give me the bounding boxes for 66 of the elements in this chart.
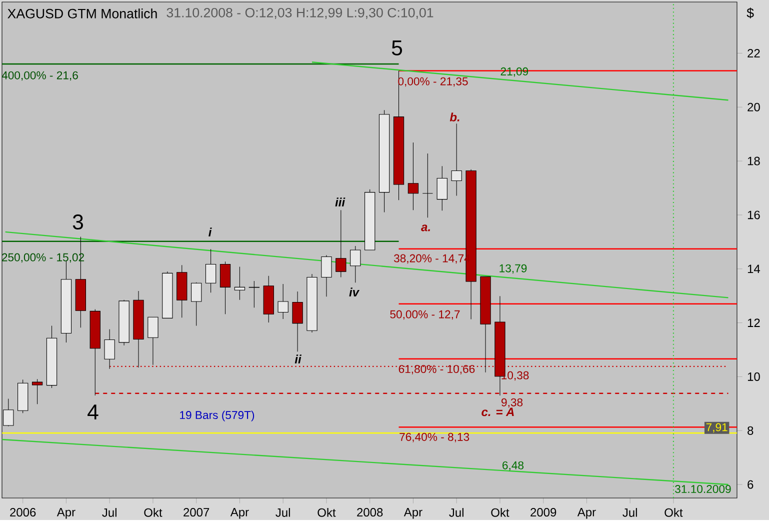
- annotation: 50,00% - 12,7: [390, 310, 460, 320]
- candlestick: [148, 316, 158, 365]
- candlestick: [220, 261, 231, 314]
- candlestick: [234, 266, 246, 300]
- candlestick: [205, 248, 216, 293]
- annotation: iv: [349, 288, 360, 296]
- annotation: 6,48: [502, 461, 524, 471]
- x-tick-label: Apr: [577, 508, 596, 519]
- y-tick-label: 16: [748, 210, 760, 220]
- candlestick: [336, 210, 346, 278]
- x-tick-label: Okt: [664, 508, 683, 517]
- annotation: 31.10.2009: [675, 484, 731, 493]
- y-tick-label: 10: [748, 372, 760, 381]
- y-tick-label: 8: [748, 426, 754, 435]
- annotation: 4: [88, 404, 98, 420]
- y-tick-label: 12: [748, 318, 760, 327]
- annotation: a.: [421, 224, 430, 232]
- y-tick-label: 6: [748, 480, 754, 489]
- annotation: 76,40% - 8,13: [400, 432, 470, 442]
- annotation: 3: [72, 214, 83, 230]
- chart-subtitle: 31.10.2008 - O:12,03 H:12,99 L:9,30 C:10,01: [166, 8, 434, 19]
- annotation: ii: [294, 354, 302, 364]
- x-tick-label: 2008: [357, 508, 383, 516]
- y-axis-title: $: [746, 7, 754, 18]
- candlestick: [191, 282, 202, 326]
- x-tick-label: Jul: [276, 508, 290, 517]
- candlestick: [408, 142, 419, 210]
- annotation: 19 Bars (579T): [180, 410, 254, 422]
- y-tick-label: 14: [748, 264, 760, 273]
- annotation: 9,38: [502, 398, 523, 408]
- x-tick-label: Okt: [491, 508, 510, 517]
- x-tick-label: Apr: [56, 508, 76, 519]
- candlestick: [321, 254, 332, 297]
- x-tick-label: 2009: [530, 508, 556, 516]
- candlestick: [436, 166, 448, 211]
- x-tick-label: Jul: [102, 508, 116, 517]
- candlestick: [422, 153, 433, 218]
- annotation: 5: [392, 40, 402, 56]
- y-tick-label: 22: [748, 48, 760, 58]
- candlestick: [451, 123, 462, 196]
- annotation: c. = A: [482, 408, 514, 416]
- annotation: b.: [450, 112, 460, 122]
- candlestick: [248, 280, 260, 308]
- y-tick-label: 20: [748, 102, 760, 112]
- annotation: 10,38: [502, 371, 529, 381]
- candlestick: [104, 328, 115, 370]
- annotation: iii: [335, 198, 346, 206]
- x-tick-label: 2006: [10, 508, 36, 516]
- x-tick-label: Jul: [622, 508, 637, 517]
- x-tick-label: Okt: [318, 508, 336, 517]
- candlestick: [278, 284, 288, 320]
- annotation: 13,79: [500, 264, 527, 274]
- annotation: i: [208, 228, 212, 236]
- annotation: 7,91: [706, 423, 728, 432]
- x-tick-label: Jul: [449, 508, 464, 517]
- x-tick-label: 2007: [184, 508, 210, 516]
- annotation: 61,80% - 10,66: [398, 364, 475, 374]
- annotation: 400,00% - 21,6: [2, 71, 78, 81]
- y-tick-label: 18: [748, 156, 760, 166]
- candlestick: [32, 378, 43, 404]
- chart-title: XAGUSD GTM Monatlich: [8, 8, 157, 18]
- candlestick: [350, 246, 361, 283]
- x-tick-label: Okt: [144, 508, 162, 517]
- x-tick-label: Apr: [404, 508, 422, 519]
- candlestick: [292, 291, 303, 352]
- x-tick-label: Apr: [230, 508, 249, 519]
